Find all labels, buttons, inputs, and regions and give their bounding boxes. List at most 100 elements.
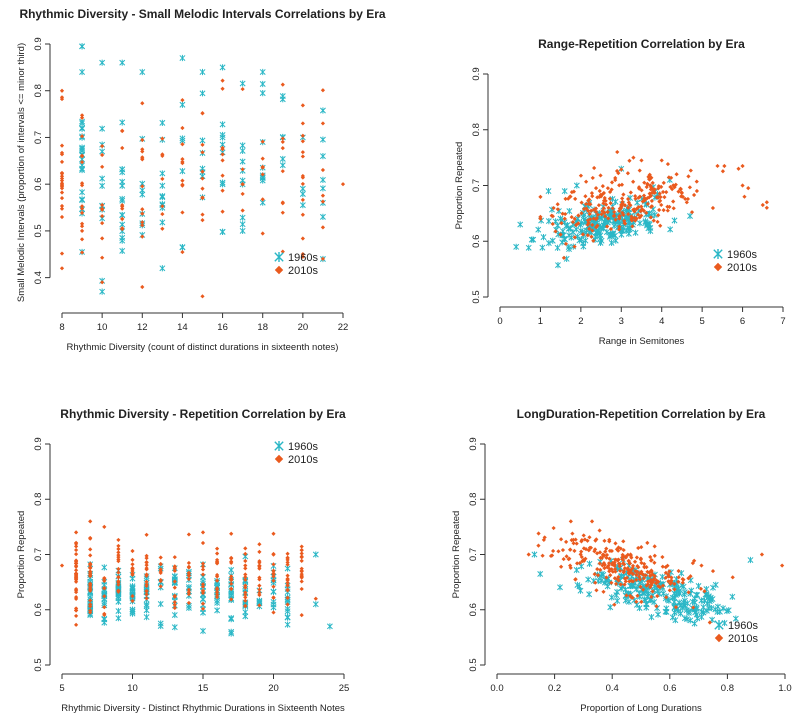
data-point-2010s [689,210,695,215]
data-point-2010s [649,569,654,574]
data-point-2010s [656,584,661,589]
data-point-2010s [100,164,105,169]
y-tick-label: 0.5 [33,224,44,237]
data-point-1960s [239,158,246,165]
data-point-2010s [74,613,79,619]
data-point-2010s [649,594,654,600]
data-point-2010s [587,535,592,540]
data-point-2010s [720,169,726,174]
data-point-2010s [620,554,625,560]
data-point-2010s [160,226,165,231]
data-point-2010s [229,577,234,582]
data-point-2010s [622,566,627,571]
x-tick-label: 0.8 [721,683,734,694]
data-point-2010s [648,193,654,198]
x-tick-label: 2 [578,316,583,327]
x-axis-label: Rhythmic Diversity (count of distinct du… [67,342,339,353]
data-point-2010s [79,237,85,242]
data-point-2010s [240,208,245,213]
data-point-2010s [257,603,262,608]
data-point-2010s [657,585,663,590]
data-point-2010s [588,545,594,550]
data-point-2010s [641,576,646,581]
data-point-2010s [746,186,751,191]
data-point-2010s [140,101,145,106]
data-point-2010s [630,579,636,584]
data-point-2010s [647,570,652,575]
data-point-1960s [219,228,226,235]
data-point-1960s [115,607,122,615]
data-point-2010s [572,548,577,553]
data-point-2010s [200,195,205,200]
data-point-2010s [686,174,691,179]
data-point-2010s [652,544,657,549]
data-point-2010s [568,565,573,570]
data-point-2010s [639,158,644,163]
data-point-2010s [715,163,720,169]
data-point-1960s [535,226,542,233]
data-point-1960s [636,220,643,227]
data-point-2010s [609,187,614,192]
data-point-2010s [568,547,573,552]
data-point-2010s [620,210,625,215]
data-point-1960s [79,189,86,196]
data-point-2010s [602,210,607,215]
data-point-2010s [608,200,613,206]
data-point-1960s [79,120,86,127]
x-tick-label: 0.6 [663,683,676,694]
legend-label: 1960s [727,249,757,261]
y-tick-label: 0.8 [468,493,479,506]
data-point-2010s [639,545,644,550]
x-tick-label: 8 [59,322,64,333]
legend-label: 1960s [728,620,758,632]
data-point-1960s [729,593,736,600]
data-point-1960s [701,597,708,604]
data-point-1960s [239,142,246,149]
data-point-2010s [621,539,626,544]
data-point-1960s [673,590,680,597]
data-point-1960s [239,227,246,235]
data-point-2010s [659,184,664,189]
data-point-2010s [299,548,304,553]
data-point-2010s [571,189,577,194]
data-point-2010s [683,196,688,202]
data-point-1960s [214,607,221,614]
data-point-1960s [79,43,86,50]
data-point-2010s [642,565,647,570]
data-point-2010s [625,552,630,557]
legend-label: 1960s [288,441,318,453]
y-tick-label: 0.7 [33,131,44,144]
data-point-2010s [144,588,149,593]
data-point-2010s [764,200,769,205]
data-point-2010s [160,211,165,217]
data-point-2010s [594,225,599,230]
data-point-2010s [610,206,615,211]
data-point-2010s [271,610,276,615]
data-point-2010s [691,192,697,198]
data-point-2010s [626,212,631,217]
data-point-1960s [129,584,136,591]
data-point-1960s [179,135,186,142]
data-point-2010s [271,562,276,567]
data-point-2010s [616,561,622,566]
data-point-2010s [595,195,600,200]
data-point-2010s [593,580,598,585]
data-point-2010s [616,548,621,553]
data-point-2010s [59,182,65,187]
data-point-2010s [648,554,653,560]
data-point-2010s [581,558,587,563]
data-point-2010s [74,547,79,553]
data-point-2010s [160,204,165,209]
data-point-2010s [622,576,628,581]
x-axis: 5 10 15 20 25 Rhythmic Diversity - Distinct R… [59,673,349,714]
data-point-2010s [655,593,660,599]
data-point-2010s [560,547,566,553]
data-point-2010s [158,577,163,583]
data-point-2010s [300,133,305,138]
series-2010s [538,149,769,260]
x-axis-label: Proportion of Long Durations [580,703,702,714]
data-point-1960s [530,236,537,243]
data-point-2010s [678,186,683,191]
data-point-1960s [299,185,306,192]
data-point-2010s [572,235,577,240]
